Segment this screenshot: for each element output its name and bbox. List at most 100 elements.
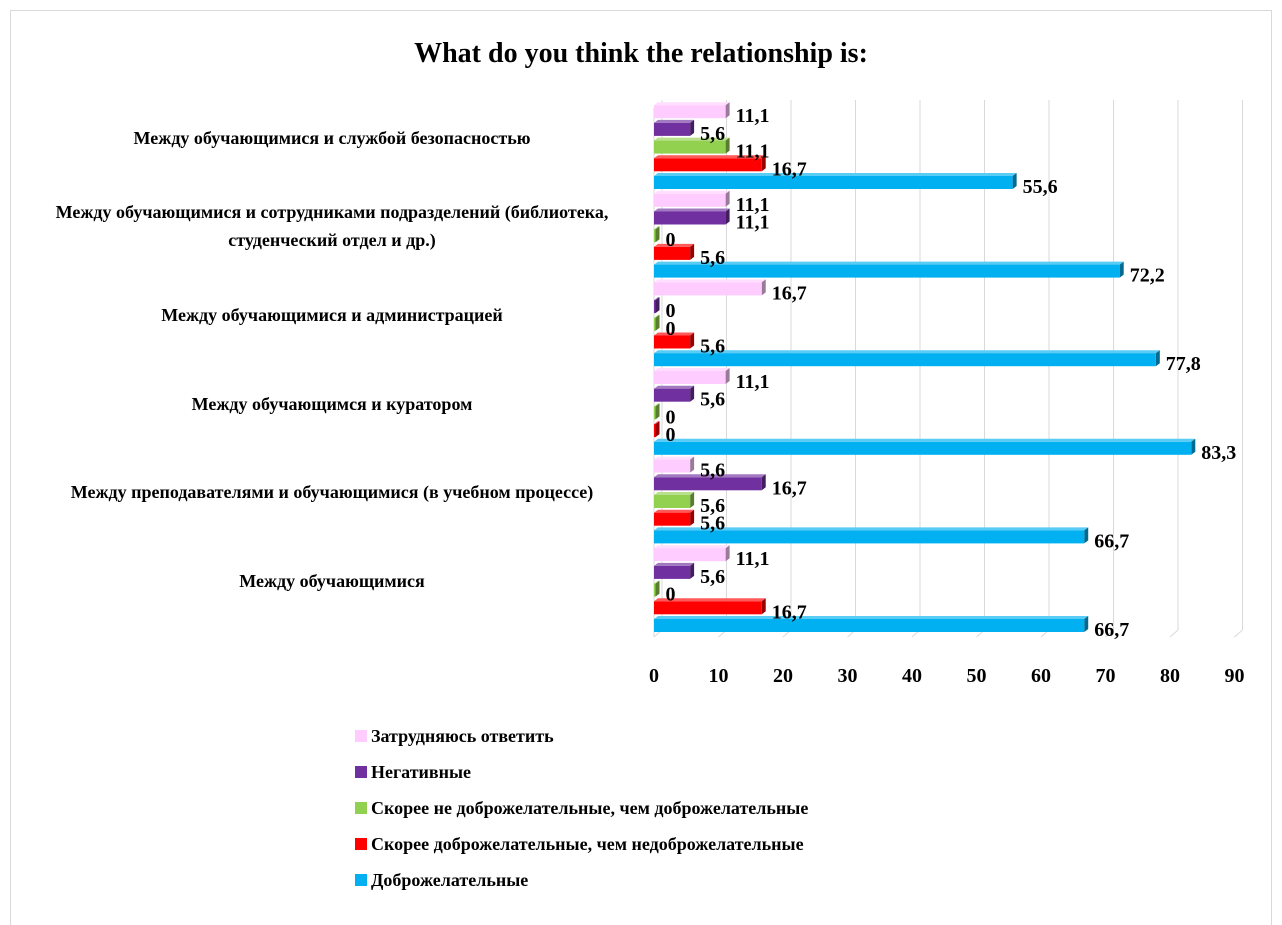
data-label: 0 xyxy=(666,300,676,322)
data-label: 55,6 xyxy=(1023,176,1058,198)
bar xyxy=(654,246,691,260)
bar xyxy=(654,477,762,491)
bar xyxy=(654,512,691,526)
bar-side xyxy=(761,474,766,491)
bar-side xyxy=(725,102,730,119)
bar-side xyxy=(761,279,766,296)
category-label: Между обучающимся и куратором xyxy=(191,393,473,414)
bar xyxy=(654,459,691,473)
data-label: 11,1 xyxy=(736,212,770,234)
data-label: 5,6 xyxy=(700,513,725,535)
data-label: 5,6 xyxy=(700,123,725,145)
bar-top xyxy=(654,350,1160,354)
data-label: 5,6 xyxy=(700,336,725,358)
bar xyxy=(654,495,691,508)
bar-side xyxy=(690,385,695,402)
bar xyxy=(654,353,1156,367)
bar-top xyxy=(654,385,695,389)
bar-top xyxy=(654,119,695,123)
data-label: 16,7 xyxy=(772,282,807,304)
category-label: Между обучающимися и службой безопасност… xyxy=(133,127,531,148)
bar xyxy=(654,583,656,597)
bar-top xyxy=(654,616,1089,619)
category-label: Между преподавателями и обучающимися (в … xyxy=(70,482,594,503)
data-label: 5,6 xyxy=(700,495,725,517)
data-label: 11,1 xyxy=(736,105,770,127)
bar xyxy=(654,406,656,420)
bar-top xyxy=(654,545,730,549)
legend-item: Скорее не доброжелательные, чем доброжел… xyxy=(355,790,808,826)
legend-label: Затрудняюсь ответить xyxy=(371,725,554,746)
data-label: 5,6 xyxy=(700,566,725,588)
bar-top xyxy=(654,137,730,141)
legend-swatch xyxy=(355,874,367,886)
bar-top xyxy=(654,243,695,247)
bar-side xyxy=(1084,527,1089,544)
floor-gridline xyxy=(1169,629,1179,638)
bar-side xyxy=(725,368,730,384)
x-tick-label: 70 xyxy=(1096,665,1116,687)
bar-top xyxy=(654,438,1196,442)
bar-side xyxy=(690,332,695,349)
bar-side xyxy=(1084,616,1089,632)
bar-side xyxy=(761,155,766,172)
bar-top xyxy=(654,403,660,407)
category-label: Между обучающимися и сотрудниками подраз… xyxy=(55,202,609,251)
bar xyxy=(654,548,726,562)
data-label: 11,1 xyxy=(736,194,770,216)
x-tick-label: 80 xyxy=(1160,665,1180,687)
bar-side xyxy=(655,297,660,314)
bar-top xyxy=(654,474,766,478)
bar-top xyxy=(654,314,660,318)
bar-side xyxy=(1191,438,1196,455)
bar-top xyxy=(654,279,766,283)
bar-side xyxy=(725,137,730,154)
bar-top xyxy=(654,297,660,301)
bar xyxy=(654,530,1085,544)
bar xyxy=(654,229,656,243)
legend-label: Скорее не доброжелательные, чем доброжел… xyxy=(371,797,809,818)
chart-frame xyxy=(10,10,1272,925)
legend-item: Затрудняюсь ответить xyxy=(355,718,808,754)
bar-side xyxy=(690,562,695,579)
data-label: 0 xyxy=(666,584,676,606)
bar xyxy=(654,317,656,331)
bar-side xyxy=(690,456,695,473)
legend-swatch xyxy=(355,802,367,814)
data-label: 5,6 xyxy=(700,460,725,482)
data-label: 5,6 xyxy=(700,247,725,269)
legend-label: Скорее доброжелательные, чем недоброжела… xyxy=(371,833,804,854)
bar-top xyxy=(654,173,1017,176)
bar-side xyxy=(655,314,660,331)
legend-swatch xyxy=(355,766,367,778)
floor-gridline xyxy=(1105,629,1114,638)
bar-side xyxy=(655,403,660,420)
bar xyxy=(654,211,726,225)
x-tick-label: 0 xyxy=(649,665,659,687)
bar-top xyxy=(654,562,695,566)
legend-item: Негативные xyxy=(355,754,808,790)
bar-side xyxy=(655,226,660,243)
bar xyxy=(654,282,762,296)
x-tick-label: 60 xyxy=(1031,665,1051,687)
legend-item: Скорее доброжелательные, чем недоброжела… xyxy=(355,826,808,862)
data-label: 11,1 xyxy=(736,141,770,163)
bar-top xyxy=(654,598,766,602)
legend-item: Доброжелательные xyxy=(355,862,808,898)
bar xyxy=(654,388,691,402)
x-tick-label: 40 xyxy=(902,665,922,687)
legend-swatch xyxy=(355,730,367,742)
bar xyxy=(654,193,726,207)
bar-top xyxy=(654,208,730,212)
category-label: Между обучающимися и администрацией xyxy=(161,304,503,325)
data-label: 66,7 xyxy=(1094,619,1129,641)
bar-top xyxy=(654,421,660,425)
legend-label: Негативные xyxy=(371,761,472,782)
bar xyxy=(654,565,691,579)
bar xyxy=(654,176,1013,189)
data-label: 16,7 xyxy=(772,601,807,623)
data-label: 11,1 xyxy=(736,548,770,570)
data-label: 0 xyxy=(666,318,676,340)
bar-top xyxy=(654,509,695,513)
bar xyxy=(654,264,1120,278)
